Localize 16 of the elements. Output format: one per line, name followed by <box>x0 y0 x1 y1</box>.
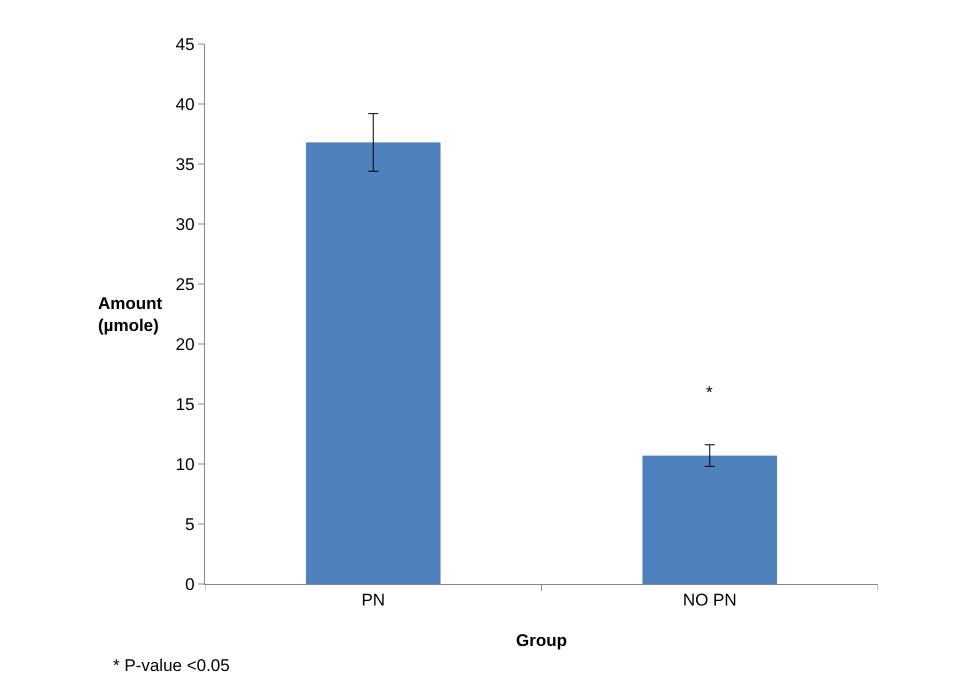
x-axis-title: Group <box>516 630 567 650</box>
annotation: * <box>706 383 713 402</box>
y-axis-title: Amount (µmole) <box>98 294 163 336</box>
x-tick-label: PN <box>361 590 386 610</box>
y-tick-label: 0 <box>185 574 195 594</box>
y-tick-label: 30 <box>176 214 195 234</box>
y-tick-label: 35 <box>176 154 195 174</box>
y-tick-label: 10 <box>176 454 195 474</box>
y-tick-label: 20 <box>176 334 195 354</box>
y-tick-label: 5 <box>185 514 195 534</box>
y-tick-label: 25 <box>176 274 195 294</box>
text: * P-value <0.05 <box>113 656 230 675</box>
y-tick-label: 40 <box>176 94 195 114</box>
x-tick-label: NO PN <box>682 590 737 610</box>
y-tick-label: 45 <box>176 34 195 54</box>
y-tick-label: 15 <box>176 394 195 414</box>
